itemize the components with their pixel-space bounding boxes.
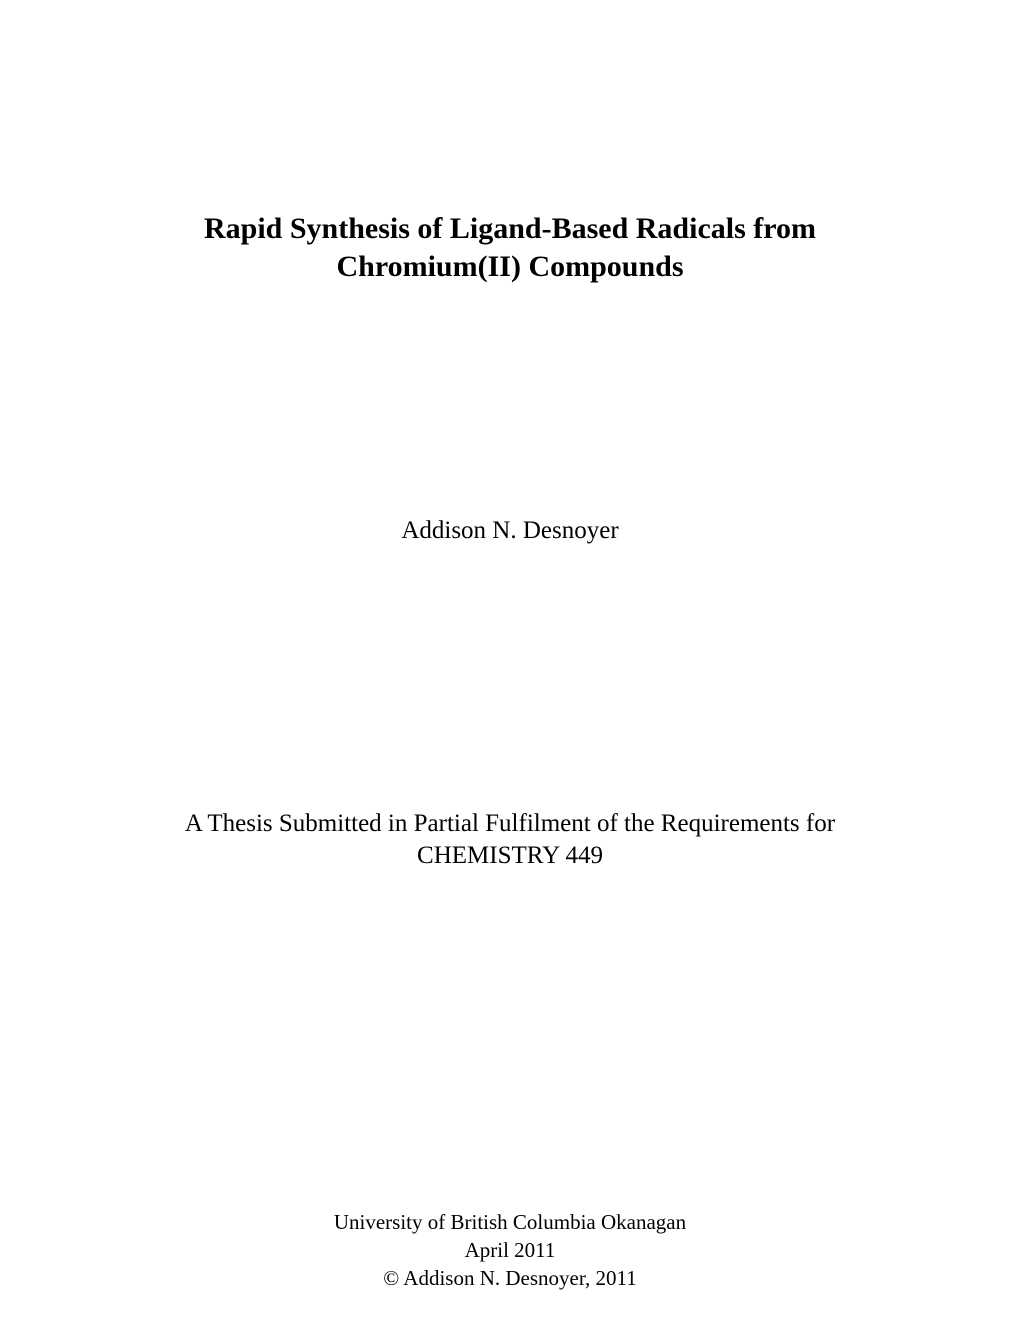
- publication-date: April 2011: [130, 1236, 890, 1264]
- institution-name: University of British Columbia Okanagan: [130, 1208, 890, 1236]
- submission-statement: A Thesis Submitted in Partial Fulfilment…: [130, 808, 890, 873]
- submission-line-1: A Thesis Submitted in Partial Fulfilment…: [130, 808, 890, 841]
- footer-info: University of British Columbia Okanagan …: [130, 1208, 890, 1293]
- thesis-title: Rapid Synthesis of Ligand-Based Radicals…: [130, 210, 890, 285]
- submission-line-2: CHEMISTRY 449: [130, 840, 890, 873]
- author-name: Addison N. Desnoyer: [130, 515, 890, 548]
- title-page: Rapid Synthesis of Ligand-Based Radicals…: [0, 0, 1020, 1320]
- title-line-1: Rapid Synthesis of Ligand-Based Radicals…: [130, 210, 890, 248]
- title-line-2: Chromium(II) Compounds: [130, 248, 890, 286]
- copyright-notice: © Addison N. Desnoyer, 2011: [130, 1264, 890, 1292]
